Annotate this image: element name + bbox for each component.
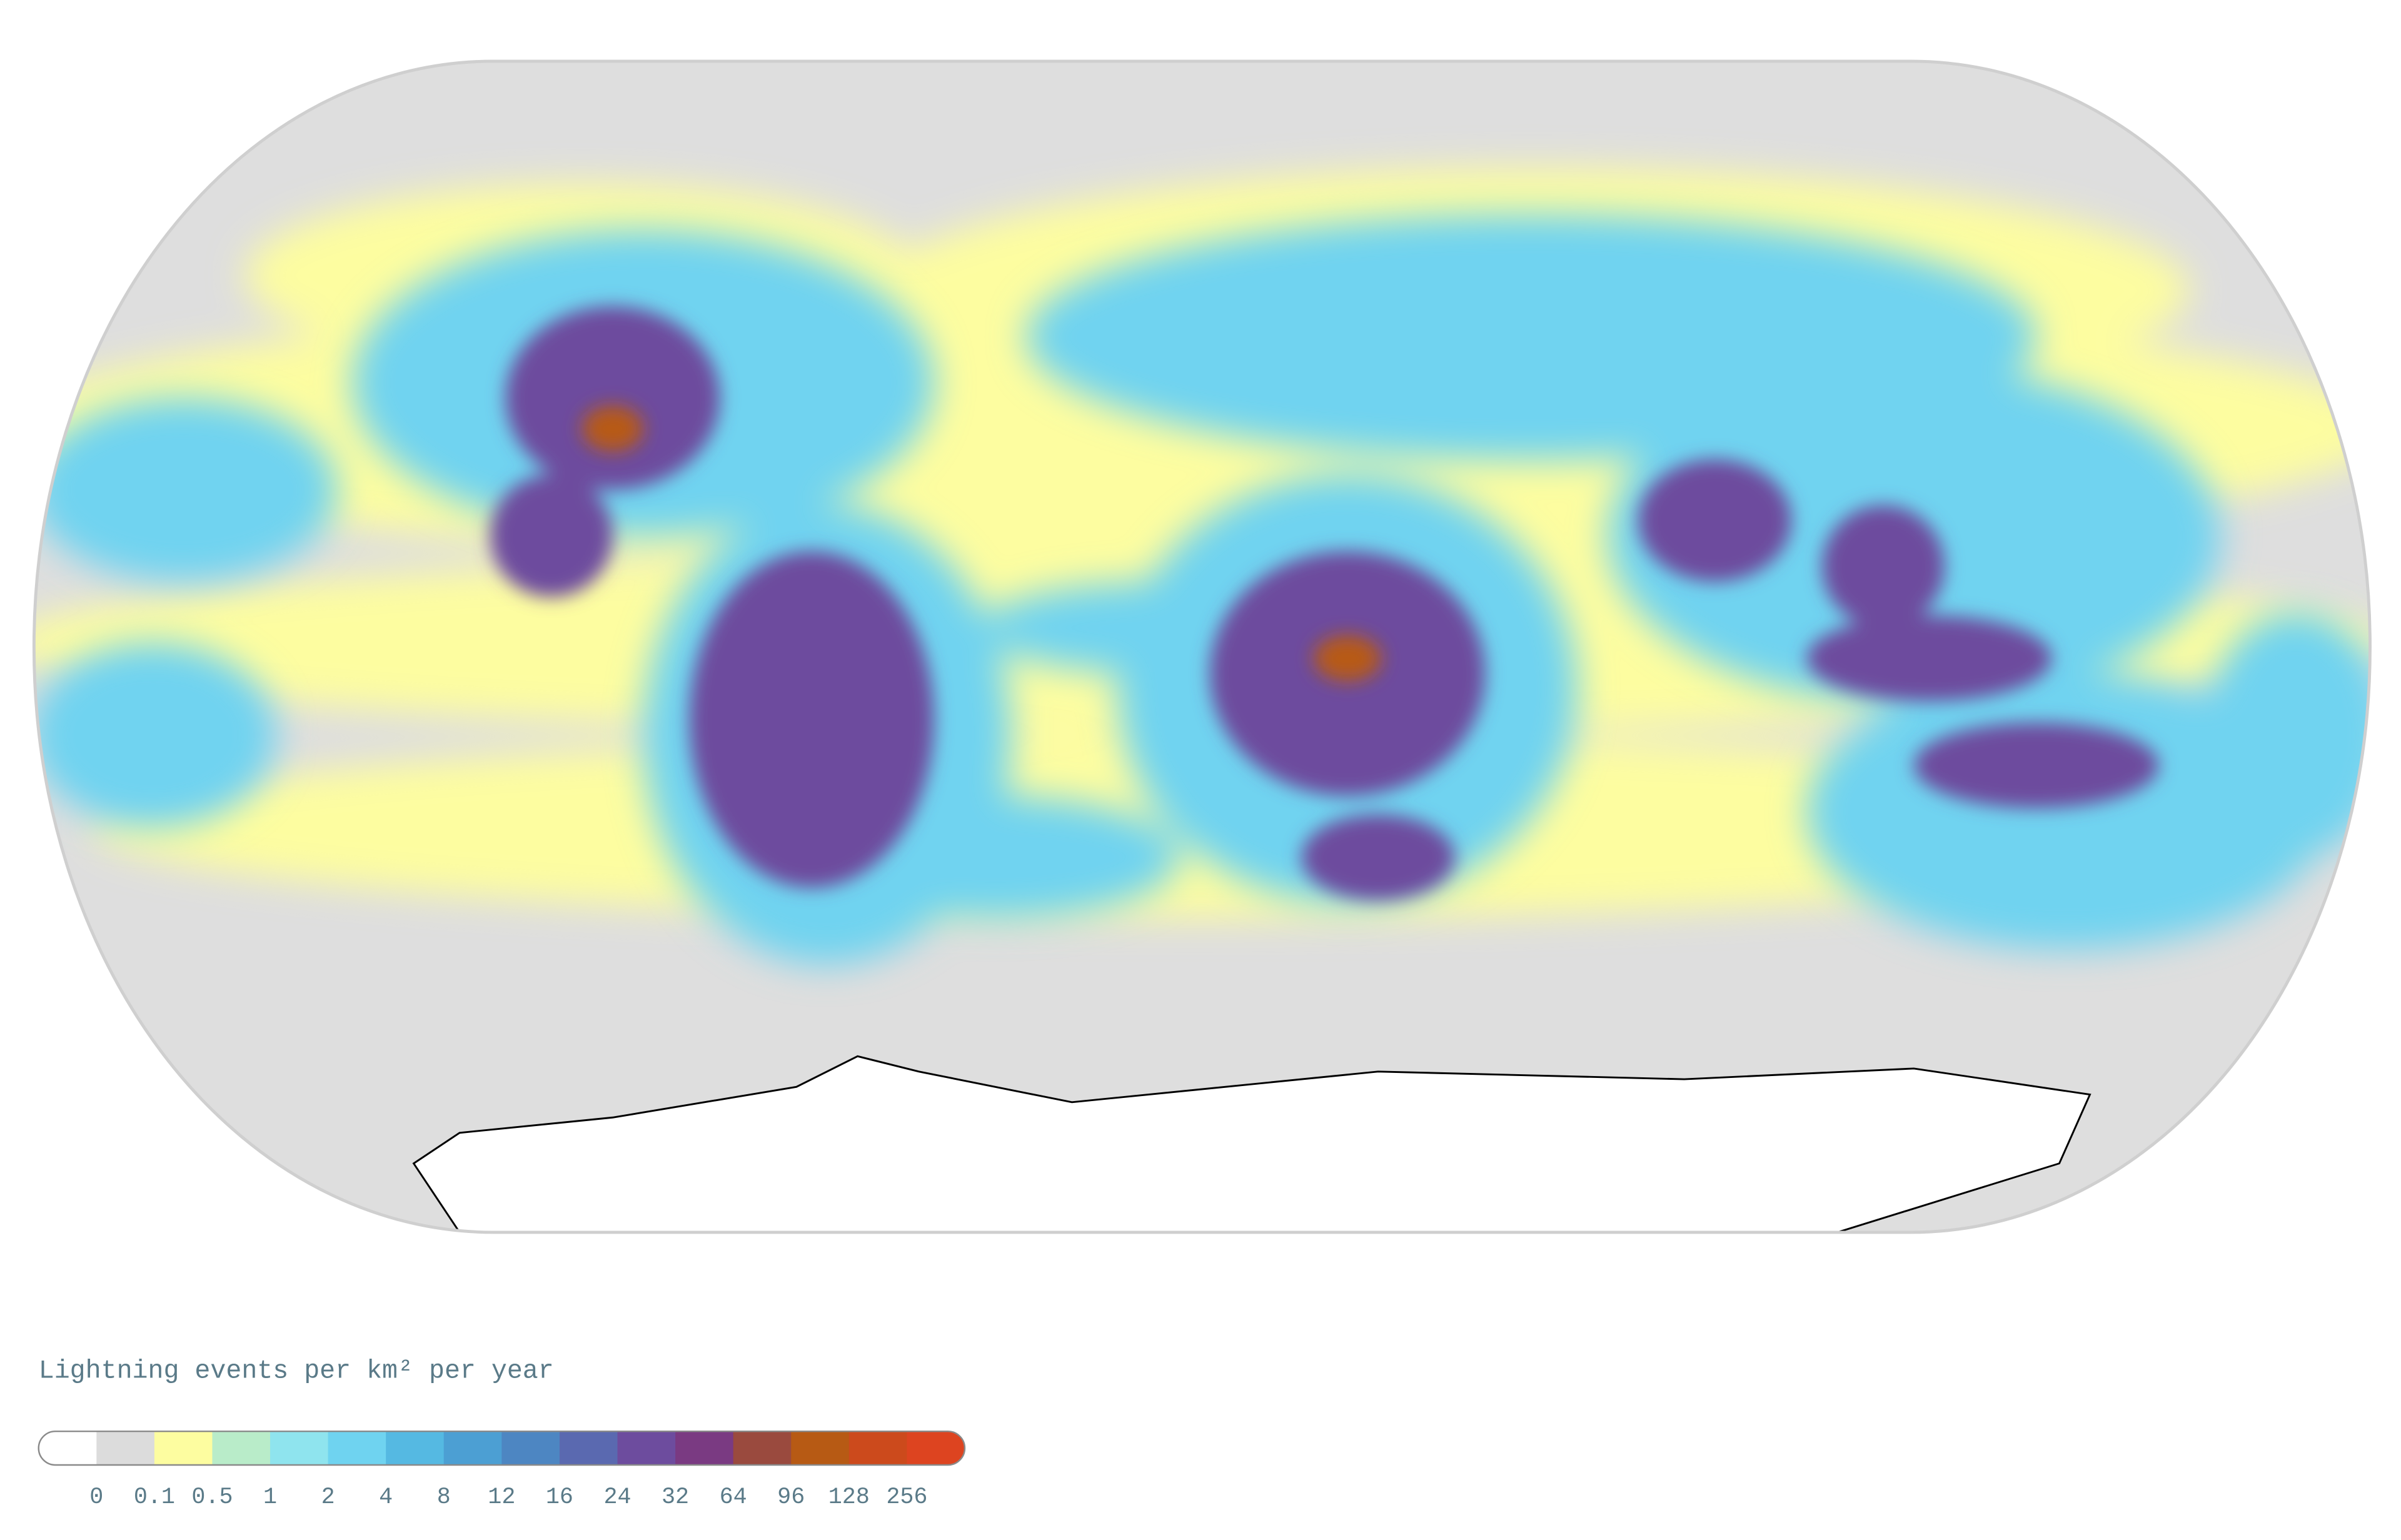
legend-tick-label: 0.5: [191, 1484, 233, 1511]
legend-swatch: [733, 1431, 792, 1466]
legend-bar: 0 0.1 0.5 1 2 4 8 12 16 24 32 64 96 128 256: [38, 1430, 966, 1511]
legend-swatch: [154, 1431, 213, 1466]
legend-tick-label: 24: [603, 1484, 631, 1511]
antarctica: [412, 1055, 2091, 1232]
legend-swatch: [617, 1431, 677, 1466]
legend-swatch: [791, 1431, 850, 1466]
map-border: [32, 59, 2372, 1234]
legend-swatch: [328, 1431, 387, 1466]
legend-tick-label: 16: [546, 1484, 573, 1511]
legend-tick-label: 32: [662, 1484, 689, 1511]
legend-tick-label: 64: [720, 1484, 747, 1511]
legend-swatch: [848, 1431, 908, 1466]
legend-swatch: [96, 1431, 156, 1466]
legend-swatch: [386, 1431, 445, 1466]
legend-title: Lightning events per km² per year: [39, 1356, 554, 1386]
legend-swatch: [443, 1431, 503, 1466]
legend-tick-label: 12: [488, 1484, 515, 1511]
legend-tick-label: 8: [437, 1484, 451, 1511]
legend-swatch: [907, 1431, 965, 1466]
legend-swatches: [38, 1431, 965, 1466]
legend-swatch: [270, 1431, 329, 1466]
legend-outline: [38, 1430, 966, 1466]
legend-tick-label: 0: [89, 1484, 103, 1511]
legend-tick-label: 128: [828, 1484, 870, 1511]
peak-density-area: [581, 405, 1381, 682]
legend-tick-label: 2: [321, 1484, 335, 1511]
legend-swatch: [675, 1431, 734, 1466]
map: [34, 61, 2370, 1232]
legend-swatch: [38, 1431, 98, 1466]
legend-tick-label: 256: [886, 1484, 927, 1511]
legend-swatch: [559, 1431, 618, 1466]
legend-swatch: [501, 1431, 561, 1466]
legend-tick-label: 96: [777, 1484, 805, 1511]
legend-tick-label: 1: [263, 1484, 277, 1511]
legend-tick-label: 4: [379, 1484, 393, 1511]
legend-tick-label: 0.1: [134, 1484, 175, 1511]
legend-swatch: [212, 1431, 271, 1466]
